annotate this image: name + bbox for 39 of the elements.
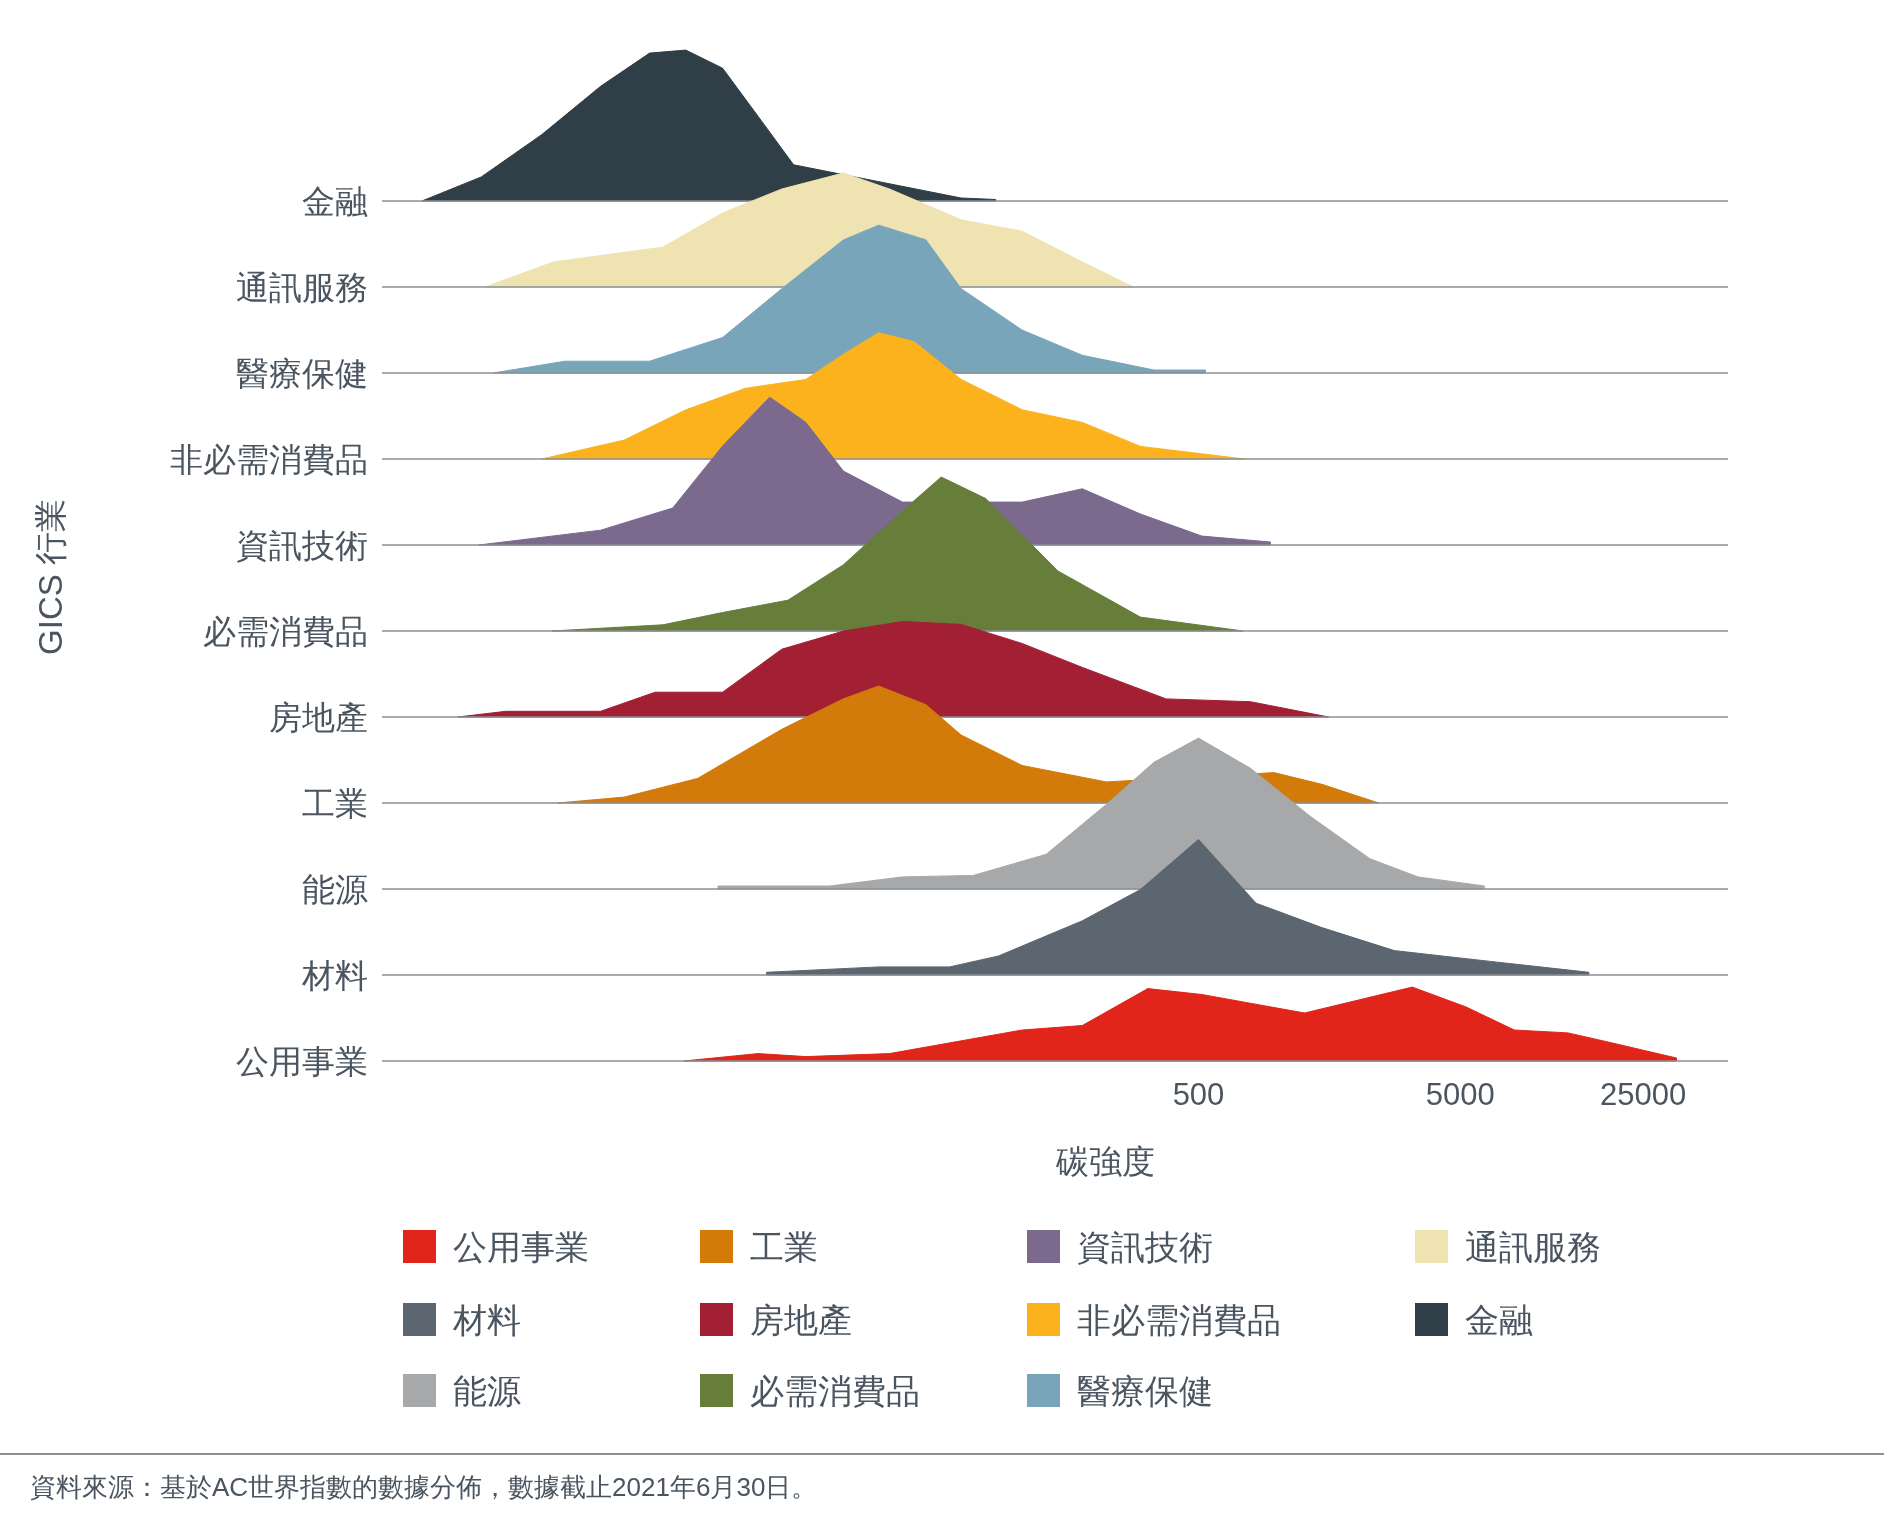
- legend-label: 非必需消費品: [1077, 1301, 1281, 1339]
- legend: 公用事業: [403, 1228, 589, 1266]
- legend-label: 必需消費品: [750, 1372, 920, 1410]
- text: 材料: [302, 957, 368, 994]
- legend: 資訊技術: [1027, 1228, 1213, 1266]
- legend-label: 金融: [1465, 1301, 1533, 1339]
- text: 醫療保健: [236, 355, 368, 392]
- legend: 醫療保健: [1027, 1372, 1213, 1410]
- x-axis-title: 碳強度: [1054, 1143, 1155, 1180]
- text: 非必需消費品: [170, 441, 368, 478]
- text: 金融: [302, 183, 368, 220]
- legend-label: 資訊技術: [1077, 1228, 1213, 1266]
- text: GICS 行業: [32, 499, 69, 655]
- legend-label: 通訊服務: [1465, 1228, 1601, 1266]
- x-tick-label: 25000: [1600, 1077, 1687, 1112]
- text: 通訊服務: [236, 269, 368, 306]
- legend: 必需消費品: [700, 1372, 920, 1410]
- legend: 房地產: [700, 1301, 852, 1339]
- source-note: 資料來源：基於AC世界指數的數據分佈，數據截止2021年6月30日。: [30, 1472, 818, 1502]
- legend: 金融: [1415, 1301, 1533, 1339]
- legend-label: 公用事業: [453, 1228, 589, 1266]
- legend: 非必需消費品: [1027, 1301, 1281, 1339]
- text: 能源: [302, 871, 368, 908]
- legend-label: 工業: [750, 1228, 818, 1266]
- text: 工業: [302, 785, 368, 822]
- legend-label: 能源: [453, 1372, 521, 1410]
- legend-label: 材料: [452, 1301, 521, 1339]
- x-tick-label: 500: [1172, 1077, 1225, 1112]
- legend-label: 醫療保健: [1077, 1372, 1213, 1410]
- text: 資訊技術: [236, 527, 368, 564]
- legend: 能源: [403, 1372, 521, 1410]
- legend-label: 房地產: [750, 1301, 852, 1339]
- text: 必需消費品: [203, 613, 368, 650]
- legend: 材料: [403, 1301, 521, 1339]
- legend: 工業: [700, 1228, 818, 1266]
- legend: 通訊服務: [1415, 1228, 1601, 1266]
- text: 公用事業: [236, 1043, 368, 1080]
- x-tick-label: 5000: [1425, 1077, 1495, 1112]
- text: 房地產: [269, 699, 368, 736]
